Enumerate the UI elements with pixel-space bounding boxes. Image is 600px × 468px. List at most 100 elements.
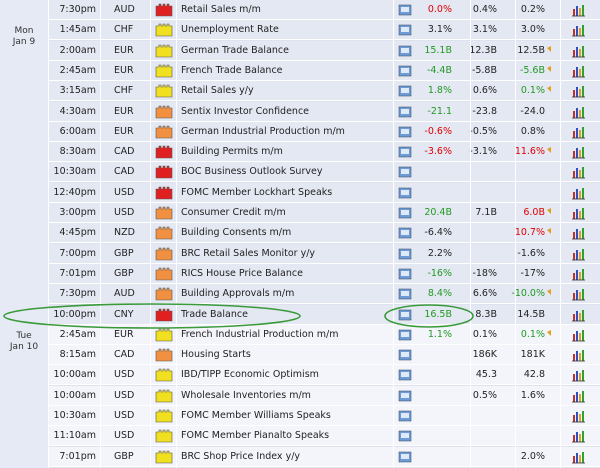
detail-icon[interactable]: [398, 368, 412, 382]
time: 4:45pm: [59, 227, 96, 239]
currency: USD: [114, 207, 135, 218]
revised-flag[interactable]: [546, 64, 552, 78]
detail-icon[interactable]: [398, 206, 412, 220]
previous: -5.6B: [519, 64, 545, 76]
chart-icon[interactable]: [572, 308, 586, 322]
revised-flag[interactable]: [546, 44, 552, 58]
forecast: 0.1%: [472, 328, 497, 340]
detail-icon[interactable]: [398, 165, 412, 179]
chart-icon[interactable]: [572, 64, 586, 78]
event-row: 10:00pm CNY Trade Balance 16.5B 8.3B 14.5B: [48, 304, 600, 325]
time: 8:30am: [59, 146, 96, 158]
detail-icon[interactable]: [398, 145, 412, 159]
event-row: 10:00am USD Wholesale Inventories m/m 0.5% 1…: [48, 385, 600, 406]
impact-icon: [155, 429, 173, 443]
chart-icon[interactable]: [572, 348, 586, 362]
chart-icon[interactable]: [572, 267, 586, 281]
detail-icon[interactable]: [398, 125, 412, 139]
previous: 0.1%: [520, 85, 545, 97]
revised-flag[interactable]: [546, 287, 552, 301]
date-cell: Mon Jan 9: [0, 26, 48, 48]
previous: 1.6%: [520, 389, 545, 401]
previous: 2.0%: [520, 450, 545, 462]
detail-icon[interactable]: [398, 409, 412, 423]
chart-icon[interactable]: [572, 247, 586, 261]
detail-icon[interactable]: [398, 450, 412, 464]
chart-icon[interactable]: [572, 226, 586, 240]
detail-icon[interactable]: [398, 23, 412, 37]
detail-icon[interactable]: [398, 348, 412, 362]
event-title: Building Approvals m/m: [181, 288, 295, 300]
detail-icon[interactable]: [398, 429, 412, 443]
chart-icon[interactable]: [572, 44, 586, 58]
chart-icon[interactable]: [572, 389, 586, 403]
event-title: Building Permits m/m: [181, 146, 283, 158]
time: 7:30pm: [59, 4, 96, 15]
event-row: 7:00pm GBP BRC Retail Sales Monitor y/y 2.2…: [48, 243, 600, 264]
detail-icon[interactable]: [398, 226, 412, 240]
event-title: Consumer Credit m/m: [181, 207, 286, 218]
actual: -6.4%: [424, 227, 452, 239]
chart-icon[interactable]: [572, 23, 586, 37]
chart-icon[interactable]: [572, 186, 586, 200]
chart-icon[interactable]: [572, 206, 586, 220]
chart-icon[interactable]: [572, 368, 586, 382]
previous: -17%: [520, 267, 545, 279]
time: 10:00pm: [53, 308, 96, 320]
chart-icon[interactable]: [572, 165, 586, 179]
time: 7:30pm: [59, 288, 96, 300]
forecast: -23.8: [472, 105, 497, 117]
detail-icon[interactable]: [398, 186, 412, 200]
detail-icon[interactable]: [398, 105, 412, 119]
time: 10:00am: [53, 369, 96, 381]
detail-icon[interactable]: [398, 308, 412, 322]
date-cell: Tue Jan 10: [0, 331, 48, 353]
detail-icon[interactable]: [398, 3, 412, 17]
detail-icon[interactable]: [398, 328, 412, 342]
time: 7:01pm: [59, 267, 96, 279]
detail-icon[interactable]: [398, 267, 412, 281]
event-row: 12:40pm USD FOMC Member Lockhart Speaks: [48, 182, 600, 203]
chart-icon[interactable]: [572, 3, 586, 17]
previous: 10.7%: [514, 227, 545, 239]
chart-icon[interactable]: [572, 328, 586, 342]
detail-icon[interactable]: [398, 287, 412, 301]
chart-icon[interactable]: [572, 125, 586, 139]
event-row: 8:30am CAD Building Permits m/m -3.6% -3.1% 1…: [48, 142, 600, 163]
event-row: 7:30pm AUD Building Approvals m/m 8.4% 6.6% -…: [48, 284, 600, 305]
detail-icon[interactable]: [398, 64, 412, 78]
event-row: 3:00pm USD Consumer Credit m/m 20.4B 7.1B 6.0…: [48, 203, 600, 223]
impact-icon: [155, 308, 173, 321]
date-column: [0, 0, 48, 468]
chart-icon[interactable]: [572, 84, 586, 98]
chart-icon[interactable]: [572, 450, 586, 464]
forecast: 45.3: [475, 369, 497, 381]
chart-icon[interactable]: [572, 287, 586, 301]
event-title: German Trade Balance: [181, 44, 289, 56]
event-row: 7:30pm AUD Retail Sales m/m 0.0% 0.4% 0.2%: [48, 0, 600, 20]
chart-icon[interactable]: [572, 409, 586, 423]
revised-flag[interactable]: [546, 328, 552, 342]
forecast: 3.1%: [472, 24, 497, 36]
revised-flag[interactable]: [546, 206, 552, 220]
actual: -3.6%: [424, 146, 452, 158]
revised-flag[interactable]: [546, 84, 552, 98]
currency: EUR: [114, 44, 134, 56]
revised-flag[interactable]: [546, 226, 552, 240]
detail-icon[interactable]: [398, 247, 412, 261]
event-title: FOMC Member Lockhart Speaks: [181, 186, 333, 198]
event-title: Retail Sales y/y: [181, 85, 254, 97]
detail-icon[interactable]: [398, 389, 412, 403]
impact-icon: [155, 105, 173, 118]
currency: AUD: [114, 288, 135, 300]
revised-flag[interactable]: [546, 145, 552, 159]
detail-icon[interactable]: [398, 84, 412, 98]
chart-icon[interactable]: [572, 429, 586, 443]
chart-icon[interactable]: [572, 105, 586, 119]
event-title: FOMC Member Williams Speaks: [181, 410, 331, 421]
actual: -21.1: [427, 105, 452, 117]
forecast: 0.5%: [472, 389, 497, 401]
time: 7:00pm: [59, 247, 96, 259]
chart-icon[interactable]: [572, 145, 586, 159]
detail-icon[interactable]: [398, 44, 412, 58]
